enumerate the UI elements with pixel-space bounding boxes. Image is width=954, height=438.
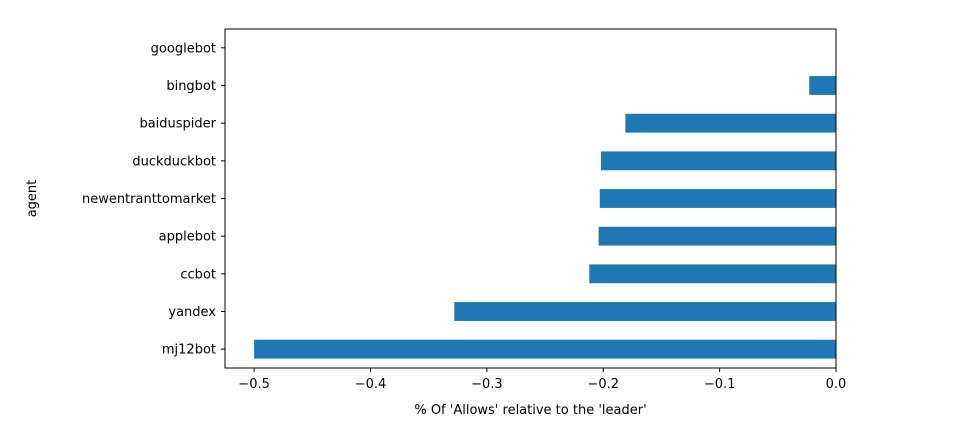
- y-tick-label: duckduckbot: [132, 154, 216, 169]
- x-tick-label: 0.0: [826, 377, 847, 392]
- y-tick-label: ccbot: [180, 267, 216, 282]
- y-tick-label: baiduspider: [139, 117, 216, 132]
- bar-applebot: [598, 226, 836, 246]
- ticks-layer: googlebot bingbot baiduspider duckduckbot ne…: [82, 41, 846, 392]
- y-tick-label: newentranttomarket: [82, 192, 216, 207]
- bar-ccbot: [589, 264, 836, 284]
- bar-newentranttomarket: [599, 189, 836, 208]
- y-tick-label: mj12bot: [162, 343, 216, 358]
- plot-frame: [224, 28, 837, 369]
- x-axis-label: % Of 'Allows' relative to the 'leader': [414, 403, 646, 418]
- x-tick-label: −0.2: [587, 377, 619, 392]
- y-tick-label: googlebot: [151, 41, 216, 56]
- x-tick-label: −0.3: [471, 377, 503, 392]
- y-axis-label: agent: [25, 180, 40, 218]
- x-tick-label: −0.5: [238, 377, 270, 392]
- bar-bingbot: [809, 76, 836, 95]
- y-tick-label: yandex: [168, 305, 216, 320]
- bar-yandex: [454, 302, 836, 321]
- bar-mj12bot: [254, 339, 837, 359]
- y-tick-label: bingbot: [166, 79, 216, 94]
- bar-duckduckbot: [600, 151, 836, 171]
- bars-layer: [254, 76, 837, 359]
- bar-baiduspider: [625, 113, 836, 133]
- x-tick-label: −0.4: [355, 377, 387, 392]
- y-tick-label: applebot: [159, 230, 216, 245]
- x-tick-label: −0.1: [704, 377, 736, 392]
